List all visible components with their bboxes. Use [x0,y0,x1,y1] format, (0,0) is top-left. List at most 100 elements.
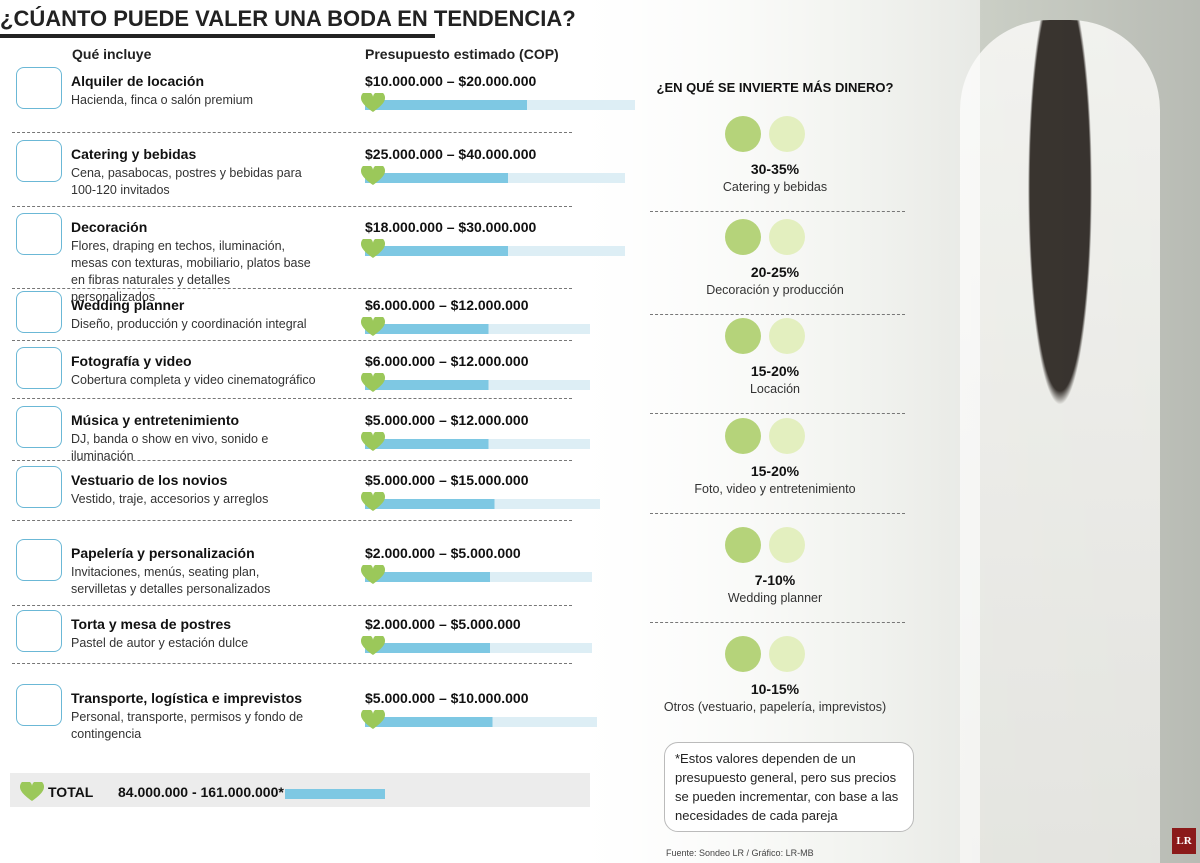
range-bar [365,380,590,390]
item-range: $18.000.000 – $30.000.000 [365,219,537,235]
range-bar [365,324,590,334]
total-bar [285,789,385,799]
separator [650,211,905,212]
share-label: Wedding planner [727,591,823,605]
separator [12,206,572,207]
separator [12,288,572,289]
item-name: Decoración [71,219,148,235]
item-icon [16,539,62,581]
heart [360,708,386,735]
heart [360,237,386,264]
range-bar [365,439,590,449]
circle [725,527,761,563]
item-name: Catering y bebidas [71,146,197,162]
item-name: Vestuario de los novios [71,472,228,488]
source: Fuente: Sondeo LR / Gráfico: LR-MB [666,848,814,858]
heart [360,315,386,342]
heart-icon [360,315,386,336]
item-description: Pastel de autor y estación dulce [71,636,249,650]
range-bar [365,246,625,256]
item-description: Vestido, traje, accesorios y arreglos [71,492,269,506]
share-range: 30-35% [750,161,800,177]
heart-icon [360,371,386,392]
heart-icon [360,237,386,258]
item-range: $2.000.000 – $5.000.000 [365,545,521,561]
item-description: DJ, banda o show en vivo, sonido e ilumi… [71,432,269,463]
separator [650,413,905,414]
item-range: $25.000.000 – $40.000.000 [365,146,537,162]
share-label: Otros (vestuario, papelería, imprevistos… [663,700,887,714]
heart-icon [360,563,386,584]
column-header: Qué incluye [72,46,152,62]
heart-icon [360,91,386,112]
share-label: Decoración y producción [706,283,844,297]
item-description: Invitaciones, menús, seating plan, servi… [71,565,271,596]
share-label: Foto, video y entretenimiento [694,482,856,496]
item-icon [16,684,62,726]
item-icon [16,610,62,652]
item-range: $2.000.000 – $5.000.000 [365,616,521,632]
separator [12,460,572,461]
heart [360,164,386,191]
title: ¿CÚANTO PUEDE VALER UNA BODA EN TENDENCI… [0,6,576,31]
item-range: $6.000.000 – $12.000.000 [365,297,529,313]
share-range: 15-20% [750,363,800,379]
heart-icon [360,634,386,655]
item-description: Personal, transporte, permisos y fondo d… [71,710,304,741]
range-bar [365,499,600,509]
separator [12,605,572,606]
item-name: Papelería y personalización [71,545,255,561]
logo: LR [1172,828,1196,854]
separator [12,520,572,521]
range-bar [365,643,592,653]
circle [769,636,805,672]
circle [769,219,805,255]
circle [725,636,761,672]
share-label: Catering y bebidas [722,180,828,194]
item-name: Fotografía y video [71,353,192,369]
circle [725,116,761,152]
range-bar [365,717,597,727]
heart [360,91,386,118]
range-bar [365,572,592,582]
total-heart [19,780,45,807]
item-description: Cena, pasabocas, postres y bebidas para … [71,166,302,197]
share-label: Locación [749,382,801,396]
item-icon [16,466,62,508]
separator [12,132,572,133]
total-value: 84.000.000 - 161.000.000* [118,784,284,800]
note: *Estos valores dependen de un presupuest… [664,742,914,832]
range-bar [365,100,635,110]
item-description: Cobertura completa y video cinematográfi… [71,373,316,387]
column-header: Presupuesto estimado (COP) [365,46,559,62]
circle [769,527,805,563]
shares-title: ¿EN QUÉ SE INVIERTE MÁS DINERO? [656,80,894,95]
heart [360,371,386,398]
item-range: $6.000.000 – $12.000.000 [365,353,529,369]
heart [360,490,386,517]
item-name: Transporte, logística e imprevistos [71,690,303,706]
photo [960,20,1160,863]
separator [12,663,572,664]
item-icon [16,140,62,182]
circle [769,116,805,152]
circle [769,318,805,354]
heart [360,430,386,457]
item-name: Torta y mesa de postres [71,616,232,632]
heart-icon [360,708,386,729]
separator [12,340,572,341]
heart [19,780,45,801]
circle [725,418,761,454]
separator [650,513,905,514]
item-name: Alquiler de locación [71,73,205,89]
total-label: TOTAL [48,784,94,800]
share-range: 10-15% [750,681,800,697]
item-icon [16,406,62,448]
heart [360,563,386,590]
item-description: Diseño, producción y coordinación integr… [71,317,307,331]
heart [360,634,386,661]
item-icon [16,347,62,389]
heart-icon [360,430,386,451]
separator [12,398,572,399]
